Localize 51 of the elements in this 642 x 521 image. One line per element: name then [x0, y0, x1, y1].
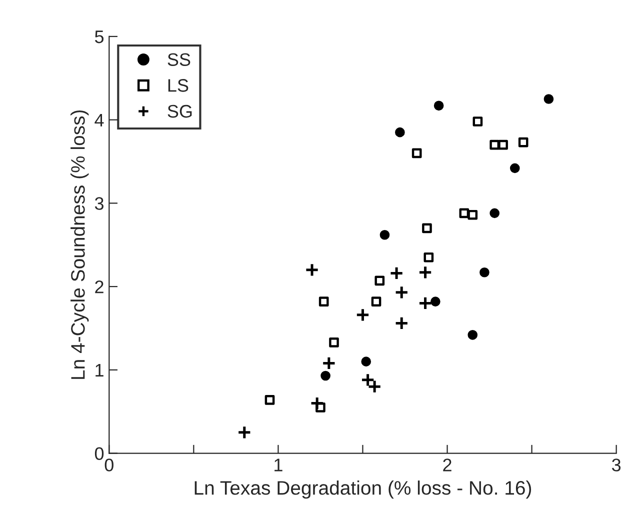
point — [356, 308, 370, 322]
point — [498, 140, 508, 150]
point — [329, 337, 339, 348]
x-tick-label: 3 — [612, 458, 621, 472]
point — [368, 380, 382, 394]
point — [430, 296, 440, 306]
point — [422, 223, 432, 234]
point — [318, 296, 329, 306]
y-tick-label: 1 — [96, 364, 104, 376]
point — [237, 425, 252, 440]
point — [374, 276, 385, 286]
point — [434, 100, 444, 111]
point — [320, 370, 330, 381]
point — [490, 140, 500, 150]
point — [418, 296, 432, 310]
legend-label: LS — [168, 79, 188, 92]
y-tick-label: 3 — [94, 197, 104, 210]
point — [472, 116, 483, 126]
y-tick-label: 4 — [94, 114, 104, 126]
x-tick-label: 0 — [104, 458, 114, 472]
point — [264, 395, 275, 405]
point — [395, 127, 405, 138]
x-tick-label: 1 — [274, 458, 282, 472]
point — [490, 208, 500, 218]
x-axis-title: Ln Texas Degradation (% loss - No. 16) — [194, 480, 532, 499]
point — [412, 148, 422, 158]
point — [380, 230, 390, 240]
point — [310, 396, 324, 410]
y-tick-label: 2 — [95, 280, 104, 294]
point — [468, 210, 478, 220]
point — [389, 266, 404, 280]
point — [360, 372, 375, 387]
point — [361, 356, 372, 366]
x-tick-label: 2 — [443, 458, 452, 472]
legend-label: SG — [168, 104, 192, 118]
point — [518, 137, 528, 148]
point — [510, 163, 520, 174]
y-tick-label: 5 — [94, 30, 104, 44]
point — [371, 296, 382, 306]
point — [544, 94, 554, 104]
point — [418, 265, 432, 280]
point — [394, 285, 409, 300]
point — [468, 330, 478, 340]
point — [304, 262, 320, 277]
y-axis-title: Ln 4-Cycle Soundness (% loss) — [70, 110, 89, 379]
point — [424, 252, 434, 262]
y-tick-label: 0 — [94, 447, 104, 460]
legend-label: SS — [168, 53, 190, 66]
point — [322, 356, 336, 370]
point — [480, 267, 490, 278]
point — [394, 316, 409, 330]
